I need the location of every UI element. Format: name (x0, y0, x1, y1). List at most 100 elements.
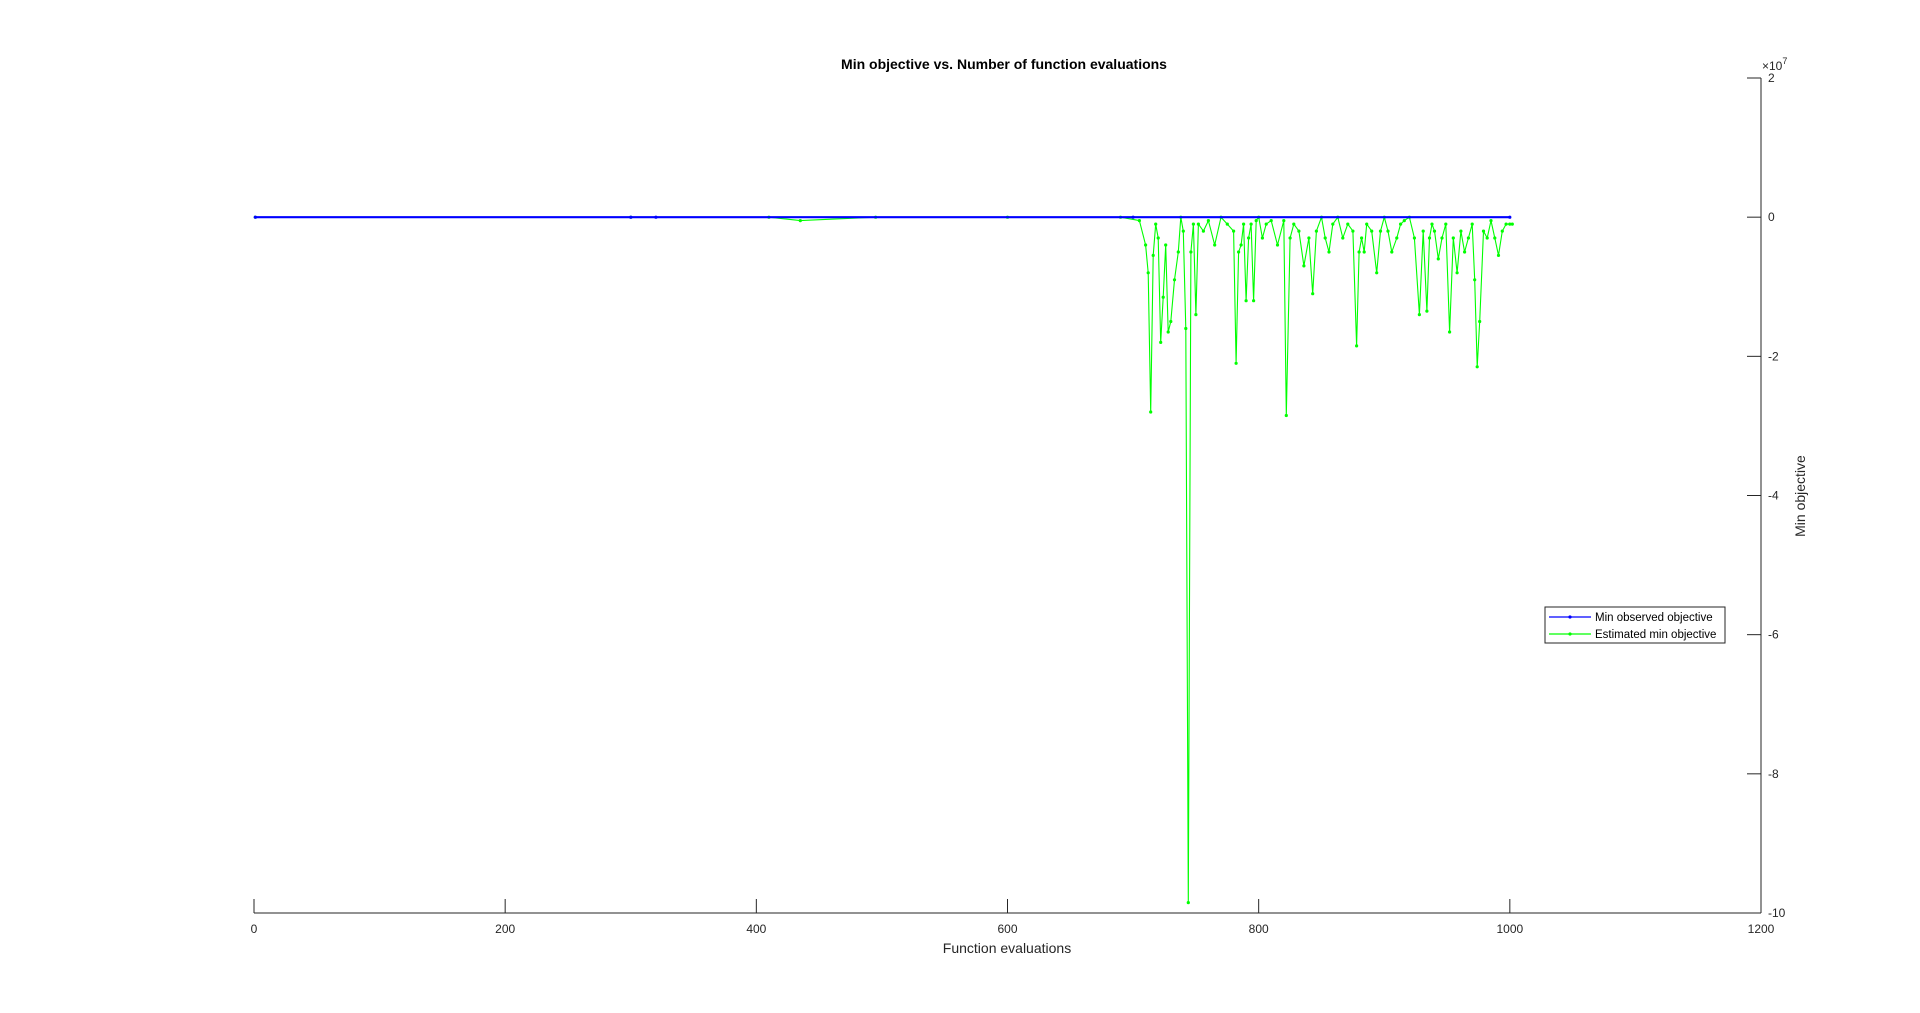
data-point-estimated-min (1455, 271, 1459, 275)
data-point-estimated-min (1351, 229, 1355, 233)
y-tick-label: -8 (1768, 767, 1779, 781)
data-point-min-observed (1508, 215, 1512, 219)
data-point-estimated-min (1473, 278, 1477, 282)
data-point-estimated-min (1475, 365, 1479, 369)
data-point-estimated-min (1370, 229, 1374, 233)
x-tick-label: 400 (746, 922, 766, 936)
y-tick-label: 2 (1768, 71, 1775, 85)
legend[interactable]: Min observed objective Estimated min obj… (1544, 606, 1726, 644)
y-axis-exponent: ×107 (1762, 56, 1787, 73)
data-point-estimated-min (1213, 243, 1217, 247)
y-tick-label: -6 (1768, 628, 1779, 642)
data-point-estimated-min (1161, 295, 1165, 299)
data-point-estimated-min (1169, 319, 1173, 324)
data-point-estimated-min (1282, 219, 1286, 223)
series-layer (253, 215, 1514, 905)
data-point-estimated-min (1399, 222, 1403, 226)
data-point-estimated-min (1149, 410, 1153, 414)
legend-box (1544, 606, 1726, 644)
data-point-estimated-min (1137, 219, 1141, 223)
data-point-estimated-min (1186, 901, 1190, 905)
legend-label-min-observed: Min observed objective (1595, 612, 1713, 624)
y-ticks: -10 -8 -6 -4 -2 0 2 (1747, 71, 1786, 920)
y-tick-label: -10 (1768, 906, 1786, 920)
data-point-min-observed (253, 215, 257, 219)
data-point-estimated-min (1493, 236, 1497, 240)
svg-text:×107: ×107 (1762, 56, 1787, 73)
data-point-estimated-min (1346, 222, 1350, 226)
data-point-estimated-min (1264, 222, 1268, 226)
chart-title: Min objective vs. Number of function eva… (841, 56, 1167, 72)
data-point-estimated-min (1254, 219, 1258, 223)
data-point-estimated-min (1395, 236, 1399, 240)
data-point-min-observed (1131, 215, 1135, 219)
data-point-estimated-min (1378, 229, 1383, 233)
data-point-estimated-min (1444, 222, 1448, 226)
legend-label-estimated-min: Estimated min objective (1595, 629, 1716, 641)
data-point-estimated-min (1242, 222, 1246, 226)
data-point-estimated-min (1232, 229, 1236, 233)
data-point-estimated-min (1504, 222, 1508, 226)
legend-entry-min-observed: Min observed objective (1549, 612, 1713, 624)
data-point-estimated-min (1196, 222, 1200, 226)
data-point-estimated-min (1425, 309, 1429, 313)
data-point-estimated-min (1181, 229, 1185, 233)
data-point-estimated-min (1176, 250, 1180, 254)
data-point-estimated-min (1159, 340, 1163, 344)
data-point-estimated-min (1156, 236, 1160, 240)
data-point-min-observed (654, 215, 658, 219)
data-point-estimated-min (1466, 236, 1470, 240)
series-line-estimated-min (255, 216, 1513, 904)
data-point-estimated-min (1249, 222, 1253, 226)
data-point-estimated-min (1151, 253, 1155, 257)
data-point-estimated-min (1146, 271, 1150, 275)
data-point-estimated-min (1417, 313, 1421, 317)
data-point-estimated-min (1459, 229, 1463, 233)
data-point-estimated-min (1311, 292, 1315, 296)
data-point-min-observed (629, 215, 633, 219)
data-point-estimated-min (1470, 222, 1474, 226)
y-tick-label: -4 (1768, 489, 1779, 503)
data-point-estimated-min (1323, 236, 1327, 240)
data-point-estimated-min (1510, 222, 1514, 226)
data-point-estimated-min (1485, 236, 1489, 240)
data-point-estimated-min (1375, 271, 1379, 275)
data-point-estimated-min (1390, 250, 1394, 254)
data-point-estimated-min (1360, 236, 1364, 240)
data-point-estimated-min (798, 219, 802, 223)
y-exponent-power: 7 (1782, 56, 1787, 66)
data-point-estimated-min (1430, 222, 1434, 226)
legend-marker-estimated-min (1568, 632, 1572, 636)
data-point-estimated-min (1260, 236, 1264, 240)
data-point-estimated-min (1432, 229, 1437, 233)
data-point-estimated-min (1355, 344, 1359, 348)
data-point-estimated-min (1440, 236, 1444, 240)
data-point-estimated-min (1184, 326, 1188, 331)
data-point-estimated-min (1496, 253, 1501, 257)
data-point-estimated-min (1402, 219, 1406, 223)
legend-entry-estimated-min: Estimated min objective (1549, 629, 1716, 641)
data-point-estimated-min (1247, 236, 1251, 240)
x-tick-label: 0 (251, 922, 258, 936)
data-point-estimated-min (1451, 236, 1455, 240)
legend-marker-min-observed (1568, 615, 1572, 619)
data-point-estimated-min (1206, 219, 1210, 223)
data-point-estimated-min (1234, 361, 1238, 365)
data-point-estimated-min (1500, 229, 1504, 233)
data-point-estimated-min (1297, 229, 1301, 233)
data-point-estimated-min (1436, 257, 1440, 261)
data-point-estimated-min (1307, 236, 1311, 240)
data-point-estimated-min (1284, 413, 1288, 418)
data-point-estimated-min (1191, 222, 1195, 226)
data-point-estimated-min (1427, 236, 1432, 240)
data-point-estimated-min (1341, 236, 1345, 240)
data-point-estimated-min (1244, 299, 1248, 303)
data-point-estimated-min (1275, 243, 1280, 247)
x-axis-label: Function evaluations (943, 940, 1071, 956)
data-point-estimated-min (1194, 313, 1198, 317)
data-point-estimated-min (1302, 264, 1306, 268)
y-exponent-base: ×10 (1762, 59, 1783, 73)
data-point-estimated-min (1489, 219, 1493, 223)
data-point-estimated-min (1189, 250, 1193, 254)
